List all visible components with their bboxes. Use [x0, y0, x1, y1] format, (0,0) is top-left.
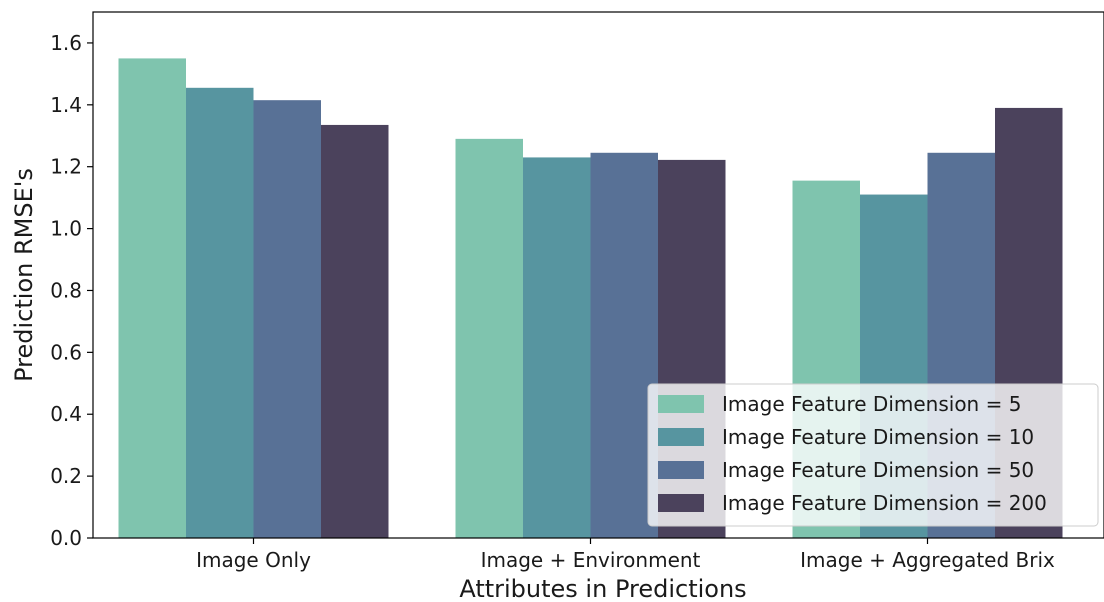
- y-tick-label: 1.2: [50, 155, 82, 179]
- legend-label: Image Feature Dimension = 5: [722, 392, 1021, 416]
- bars-group: [118, 58, 1063, 539]
- bar: [321, 124, 389, 538]
- bar: [118, 58, 186, 538]
- bar: [590, 152, 658, 538]
- x-tick-label: Image + Environment: [481, 548, 701, 572]
- y-tick-label: 1.0: [50, 217, 82, 241]
- bar: [523, 157, 591, 538]
- legend-box: [647, 383, 1099, 527]
- legend-swatch: [658, 494, 704, 512]
- legend-swatch: [658, 428, 704, 446]
- legend-swatch: [658, 461, 704, 479]
- y-axis: 0.0 0.2 0.4 0.6 0.8 1.0 1.2 1.4 1.6: [50, 31, 93, 550]
- legend-swatch: [658, 395, 704, 413]
- legend-label: Image Feature Dimension = 50: [722, 458, 1034, 482]
- x-axis-title: Attributes in Predictions: [459, 575, 746, 602]
- y-tick-label: 0.2: [50, 464, 82, 488]
- y-tick-label: 0.6: [50, 340, 82, 364]
- x-tick-label: Image Only: [196, 548, 311, 572]
- y-tick-label: 1.4: [50, 93, 82, 117]
- x-tick-label: Image + Aggregated Brix: [800, 548, 1055, 572]
- bar: [186, 87, 254, 539]
- bar: [455, 138, 523, 538]
- plot-frame: [92, 11, 1104, 539]
- x-axis: Image Only Image + Environment Image + Agg…: [196, 538, 1055, 572]
- legend-label: Image Feature Dimension = 200: [722, 491, 1047, 515]
- legend-label: Image Feature Dimension = 10: [722, 425, 1034, 449]
- y-tick-label: 0.0: [50, 526, 82, 550]
- legend: Image Feature Dimension = 5 Image Feature…: [647, 383, 1099, 527]
- y-tick-label: 0.8: [50, 278, 82, 302]
- y-axis-title: Prediction RMSE's: [10, 168, 38, 382]
- y-tick-label: 0.4: [50, 402, 82, 426]
- bar: [253, 100, 321, 539]
- y-tick-label: 1.6: [50, 31, 82, 55]
